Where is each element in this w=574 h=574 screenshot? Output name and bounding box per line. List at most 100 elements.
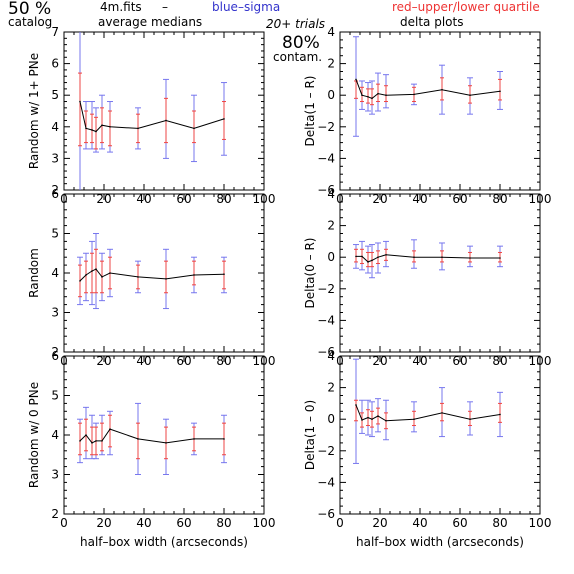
panel-delta-10: 0 20 40 60 80 100 −6 −4 −2 0 2 4 Delta(1 – 0) half–bo… [303, 349, 551, 549]
x-axis-label: half–box width (arcseconds) [80, 535, 248, 549]
y-axis-label: Random w/ 0 PNe [27, 382, 41, 488]
median-line [79, 428, 224, 444]
y-tick-label: 3 [51, 468, 59, 482]
x-tick-label: 40 [136, 516, 151, 530]
median-point [223, 273, 225, 275]
y-tick-label: −2 [317, 444, 335, 458]
median-point [193, 438, 195, 440]
y-tick-label: 5 [51, 227, 59, 241]
y-tick-label: 6 [51, 187, 59, 201]
median-point [367, 261, 369, 263]
median-point [85, 127, 87, 130]
data-layer [353, 36, 503, 137]
median-point [109, 272, 111, 274]
y-tick-label: 0 [327, 412, 335, 426]
median-point [91, 442, 93, 444]
average-medians-label: average medians [98, 15, 202, 29]
median-point [367, 95, 369, 98]
y-axis-label: Delta(1 – 0) [303, 400, 317, 470]
median-point [101, 124, 103, 127]
data-layer [353, 239, 503, 279]
median-point [193, 127, 195, 130]
x-tick-label: 0 [336, 516, 344, 530]
median-line [79, 101, 225, 133]
median-point [441, 256, 443, 259]
median-point [469, 418, 471, 421]
median-point [469, 94, 471, 96]
median-point [109, 428, 111, 430]
y-tick-label: 6 [51, 349, 59, 363]
y-tick-label: 4 [51, 428, 59, 442]
y-tick-label: 2 [327, 57, 335, 71]
median-point [101, 440, 103, 442]
y-tick-label: 3 [51, 306, 59, 320]
data-layer [77, 402, 227, 475]
median-point [361, 419, 363, 421]
median-point [385, 254, 387, 256]
median-point [441, 88, 443, 91]
y-tick-label: −6 [317, 345, 335, 359]
y-tick-label: 7 [51, 25, 59, 39]
y-tick-label: 5 [51, 88, 59, 102]
median-point [413, 256, 415, 259]
delta-plots-label: delta plots [400, 15, 463, 29]
median-point [413, 418, 415, 421]
contam-label: contam. [273, 50, 322, 64]
median-point [223, 118, 225, 120]
median-line [356, 254, 500, 263]
quartile-note: red–upper/lower quartile [392, 0, 540, 14]
data-layer [77, 233, 227, 310]
data-layer [78, 32, 227, 190]
panel-avg-0: 0 20 40 60 80 100 2 3 4 5 6 Random w/ 0 PNe half–box… [27, 349, 275, 549]
median-point [377, 92, 379, 95]
y-tick-label: 2 [51, 345, 59, 359]
y-axis-label: Random w/ 1+ PNe [27, 53, 41, 169]
median-point [193, 274, 195, 276]
y-tick-label: 2 [51, 183, 59, 197]
median-point [441, 412, 443, 414]
x-tick-label: 20 [96, 516, 111, 530]
median-point [371, 259, 373, 262]
median-point [137, 127, 139, 130]
median-point [371, 97, 373, 100]
median-point [85, 434, 87, 436]
contam-percent: 80% [282, 33, 320, 53]
x-tick-label: 0 [60, 516, 68, 530]
median-point [355, 404, 357, 406]
y-tick-label: −4 [317, 313, 335, 327]
median-point [91, 270, 93, 272]
median-point [137, 438, 139, 440]
median-point [79, 280, 81, 282]
y-tick-label: 4 [327, 25, 335, 39]
x-tick-label: 60 [176, 516, 191, 530]
x-tick-label: 80 [216, 516, 231, 530]
median-point [137, 276, 139, 278]
median-point [361, 94, 363, 96]
y-tick-label: −2 [317, 120, 335, 134]
y-tick-label: −6 [317, 507, 335, 521]
y-tick-label: 0 [327, 88, 335, 102]
median-point [499, 90, 501, 93]
x-tick-label: 40 [412, 516, 427, 530]
plot-frame [63, 355, 265, 515]
median-point [91, 129, 93, 131]
median-point [377, 415, 379, 417]
x-tick-label: 60 [452, 516, 467, 530]
y-tick-label: 4 [327, 349, 335, 363]
median-point [377, 256, 379, 259]
y-tick-label: 2 [327, 381, 335, 395]
catalog-label: catalog [8, 15, 52, 29]
median-point [469, 257, 471, 259]
y-tick-label: 4 [51, 266, 59, 280]
x-tick-label: 100 [253, 516, 276, 530]
data-layer [353, 358, 503, 464]
y-tick-label: 2 [51, 507, 59, 521]
median-point [109, 126, 111, 128]
median-point [165, 119, 167, 122]
median-point [355, 255, 357, 258]
median-point [371, 418, 373, 421]
median-point [95, 268, 97, 270]
median-point [385, 419, 387, 422]
